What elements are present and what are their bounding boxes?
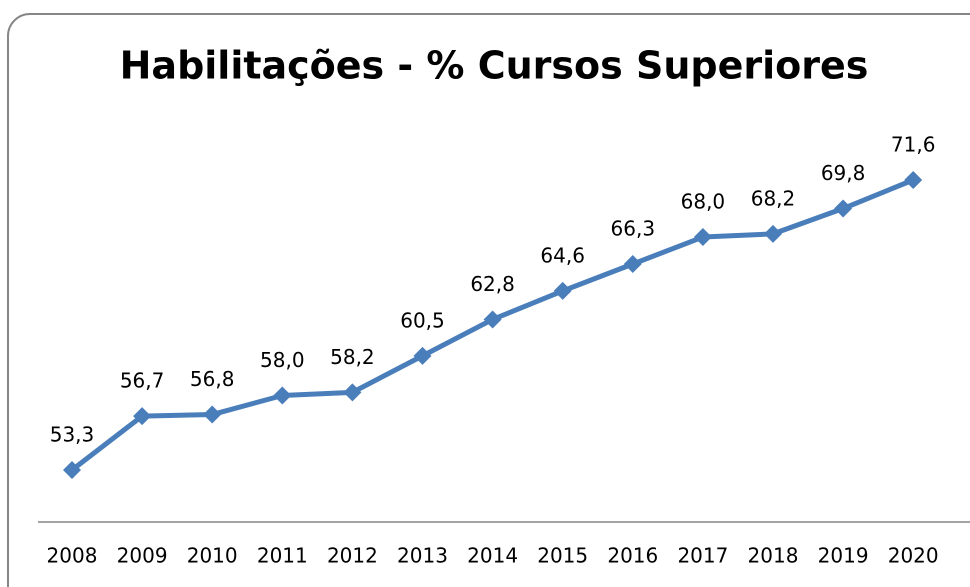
- data-label: 71,6: [891, 133, 936, 157]
- x-tick-label: 2018: [748, 544, 799, 568]
- chart-frame: [7, 13, 970, 587]
- data-label: 66,3: [611, 216, 656, 240]
- marker: [63, 461, 81, 479]
- marker: [623, 254, 642, 273]
- data-label: 69,8: [821, 161, 866, 185]
- x-tick-label: 2015: [537, 544, 588, 568]
- x-tick-label: 2010: [187, 544, 238, 568]
- x-tick-label: 2020: [888, 544, 939, 568]
- data-label: 68,0: [681, 190, 726, 214]
- data-label: 60,5: [400, 308, 445, 332]
- marker: [483, 310, 502, 329]
- data-label: 58,2: [330, 345, 375, 369]
- x-tick-label: 2011: [257, 544, 308, 568]
- data-label: 56,7: [120, 369, 165, 393]
- x-tick-label: 2014: [467, 544, 518, 568]
- data-label: 68,2: [751, 186, 796, 210]
- x-tick-label: 2016: [607, 544, 658, 568]
- marker: [343, 383, 362, 402]
- x-tick-label: 2019: [818, 544, 869, 568]
- chart-title: Habilitações - % Cursos Superiores: [120, 44, 869, 88]
- marker: [413, 346, 432, 365]
- x-tick-label: 2008: [47, 544, 98, 568]
- marker: [904, 171, 923, 189]
- x-tick-label: 2013: [397, 544, 448, 568]
- marker: [693, 228, 712, 247]
- marker: [133, 407, 152, 426]
- data-label: 62,8: [470, 272, 515, 296]
- marker: [273, 386, 292, 405]
- x-tick-label: 2009: [117, 544, 168, 568]
- marker: [553, 281, 572, 300]
- marker: [203, 405, 222, 424]
- data-label: 58,0: [260, 348, 305, 372]
- x-tick-label: 2017: [677, 544, 728, 568]
- data-label: 53,3: [50, 423, 95, 447]
- marker: [764, 224, 782, 243]
- x-tick-label: 2012: [327, 544, 378, 568]
- data-label: 56,8: [190, 367, 235, 391]
- data-label: 64,6: [540, 243, 585, 267]
- marker: [834, 199, 853, 218]
